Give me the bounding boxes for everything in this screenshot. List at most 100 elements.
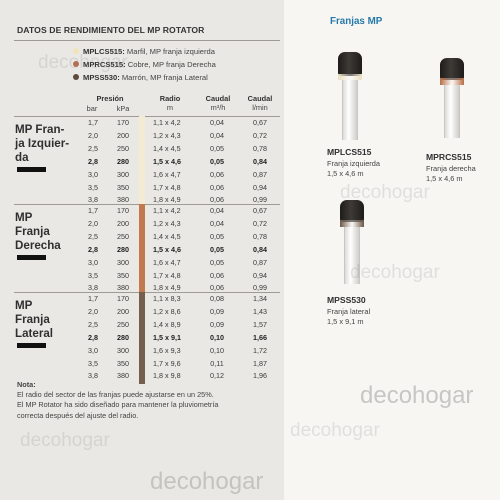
bar-cell: 2,0 — [88, 218, 98, 228]
radio-cell: 1,1 x 4,2 — [153, 118, 181, 127]
product-desc-mpss530: Franja lateral 1,5 x 9,1 m — [327, 307, 371, 326]
radio-cell: 1,4 x 4,5 — [153, 143, 181, 153]
radio-cell: 1,8 x 9,8 — [153, 371, 181, 381]
kpa-cell: 280 — [117, 244, 129, 254]
legend-code: MPRCS515: — [83, 60, 126, 69]
nozzle-stem-icon — [344, 227, 360, 284]
caudal-m3h-cell: 0,06 — [210, 195, 224, 205]
caudal-lmin-cell: 0,94 — [253, 270, 267, 280]
color-band — [139, 204, 145, 297]
caudal-m3h-cell: 0,05 — [210, 231, 224, 241]
legend-text: Marrón, MP franja Lateral — [119, 73, 208, 82]
caudal-m3h-cell: 0,06 — [210, 283, 224, 293]
radio-cell: 1,5 x 4,6 — [153, 244, 181, 254]
radio-cell: 1,7 x 9,6 — [153, 358, 181, 368]
header-caudal-m3h: Caudal m³/h — [205, 94, 231, 112]
bar-cell: 3,8 — [88, 195, 98, 205]
caudal-m3h-cell: 0,10 — [210, 345, 224, 355]
caudal-m3h-cell: 0,06 — [210, 182, 224, 192]
caudal-lmin-cell: 1,72 — [253, 345, 267, 355]
radio-cell: 1,6 x 4,7 — [153, 169, 181, 179]
block-divider — [14, 292, 280, 293]
kpa-cell: 170 — [117, 118, 129, 127]
radio-cell: 1,2 x 8,6 — [153, 306, 181, 316]
caudal-m3h-cell: 0,11 — [210, 358, 224, 368]
caudal-m3h-cell: 0,05 — [210, 156, 224, 166]
nozzle-cap-icon — [340, 200, 364, 222]
product-name-mprcs515: MPRCS515 — [426, 152, 472, 162]
radio-cell: 1,4 x 4,5 — [153, 231, 181, 241]
note-line: El MP Rotator ha sido diseñado para mant… — [17, 400, 219, 410]
kpa-cell: 200 — [117, 306, 129, 316]
note-line: El radio del sector de las franjas puede… — [17, 390, 214, 400]
bar-cell: 2,5 — [88, 231, 98, 241]
bar-cell: 3,8 — [88, 371, 98, 381]
caudal-lmin-cell: 0,99 — [253, 195, 267, 205]
block-name-line: Derecha — [15, 239, 61, 252]
bar-cell: 3,0 — [88, 257, 98, 267]
legend-item-mpss530: MPSS530: Marrón, MP franja Lateral — [73, 73, 208, 82]
copper-dot-icon — [73, 61, 79, 67]
caudal-lmin-cell: 1,96 — [253, 371, 267, 381]
caudal-lmin-cell: 0,84 — [253, 156, 267, 166]
block-name-line: Franja — [15, 313, 50, 326]
caudal-lmin-cell: 1,66 — [253, 332, 267, 342]
legend-text: Marfil, MP franja izquierda — [124, 47, 215, 56]
block-divider — [14, 204, 280, 205]
legend-text: Cobre, MP franja Derecha — [125, 60, 216, 69]
caudal-lmin-cell: 1,57 — [253, 319, 267, 329]
header-presion: Presión — [96, 94, 124, 103]
header-caudal-lmin: Caudal l/min — [247, 94, 273, 112]
block-name-line: da — [15, 151, 29, 164]
nozzle-cap-icon — [440, 58, 464, 80]
kpa-cell: 280 — [117, 332, 129, 342]
radio-cell: 1,6 x 4,7 — [153, 257, 181, 267]
header-bar: bar — [86, 104, 98, 113]
products-title: Franjas MP — [330, 16, 383, 27]
radio-cell: 1,8 x 4,9 — [153, 283, 181, 293]
kpa-cell: 380 — [117, 371, 129, 381]
kpa-cell: 280 — [117, 156, 129, 166]
kpa-cell: 350 — [117, 270, 129, 280]
radio-cell: 1,4 x 8,9 — [153, 319, 181, 329]
block-name-line: ja Izquier- — [15, 137, 70, 150]
bar-cell: 2,5 — [88, 319, 98, 329]
note-title: Nota: — [17, 380, 36, 389]
block-name-line: Lateral — [15, 327, 54, 340]
caudal-m3h-cell: 0,04 — [210, 218, 224, 228]
bar-cell: 2,0 — [88, 130, 98, 140]
radio-cell: 1,5 x 9,1 — [153, 332, 181, 342]
redaction-bar — [17, 255, 46, 260]
nozzle-ring-icon — [338, 74, 362, 80]
mpss530-nozzle-image — [340, 200, 364, 284]
caudal-lmin-cell: 0,72 — [253, 130, 267, 140]
bar-cell: 3,0 — [88, 169, 98, 179]
redaction-bar — [17, 343, 46, 348]
nozzle-stem-icon — [444, 85, 460, 138]
table-title: DATOS DE RENDIMIENTO DEL MP ROTATOR — [17, 25, 205, 35]
kpa-cell: 300 — [117, 345, 129, 355]
kpa-cell: 250 — [117, 319, 129, 329]
bar-cell: 1,7 — [88, 206, 98, 215]
product-desc-mprcs515: Franja derecha 1,5 x 4,6 m — [426, 164, 476, 183]
caudal-m3h-cell: 0,10 — [210, 332, 224, 342]
caudal-lmin-cell: 0,84 — [253, 244, 267, 254]
bar-cell: 2,0 — [88, 306, 98, 316]
caudal-m3h-cell: 0,04 — [210, 206, 224, 215]
kpa-cell: 250 — [117, 143, 129, 153]
kpa-cell: 170 — [117, 294, 129, 303]
caudal-m3h-cell: 0,09 — [210, 306, 224, 316]
bar-cell: 2,5 — [88, 143, 98, 153]
bar-cell: 3,5 — [88, 358, 98, 368]
caudal-lmin-cell: 0,67 — [253, 206, 267, 215]
radio-cell: 1,7 x 4,8 — [153, 270, 181, 280]
caudal-lmin-cell: 0,72 — [253, 218, 267, 228]
ivory-dot-icon — [73, 48, 79, 54]
caudal-lmin-cell: 0,94 — [253, 182, 267, 192]
note: Nota: El radio del sector de las franjas… — [17, 380, 279, 421]
bar-cell: 1,7 — [88, 294, 98, 303]
title-divider — [14, 40, 280, 41]
table-header-divider — [14, 116, 280, 117]
caudal-lmin-cell: 0,99 — [253, 283, 267, 293]
block-name-line: MP — [15, 299, 33, 312]
